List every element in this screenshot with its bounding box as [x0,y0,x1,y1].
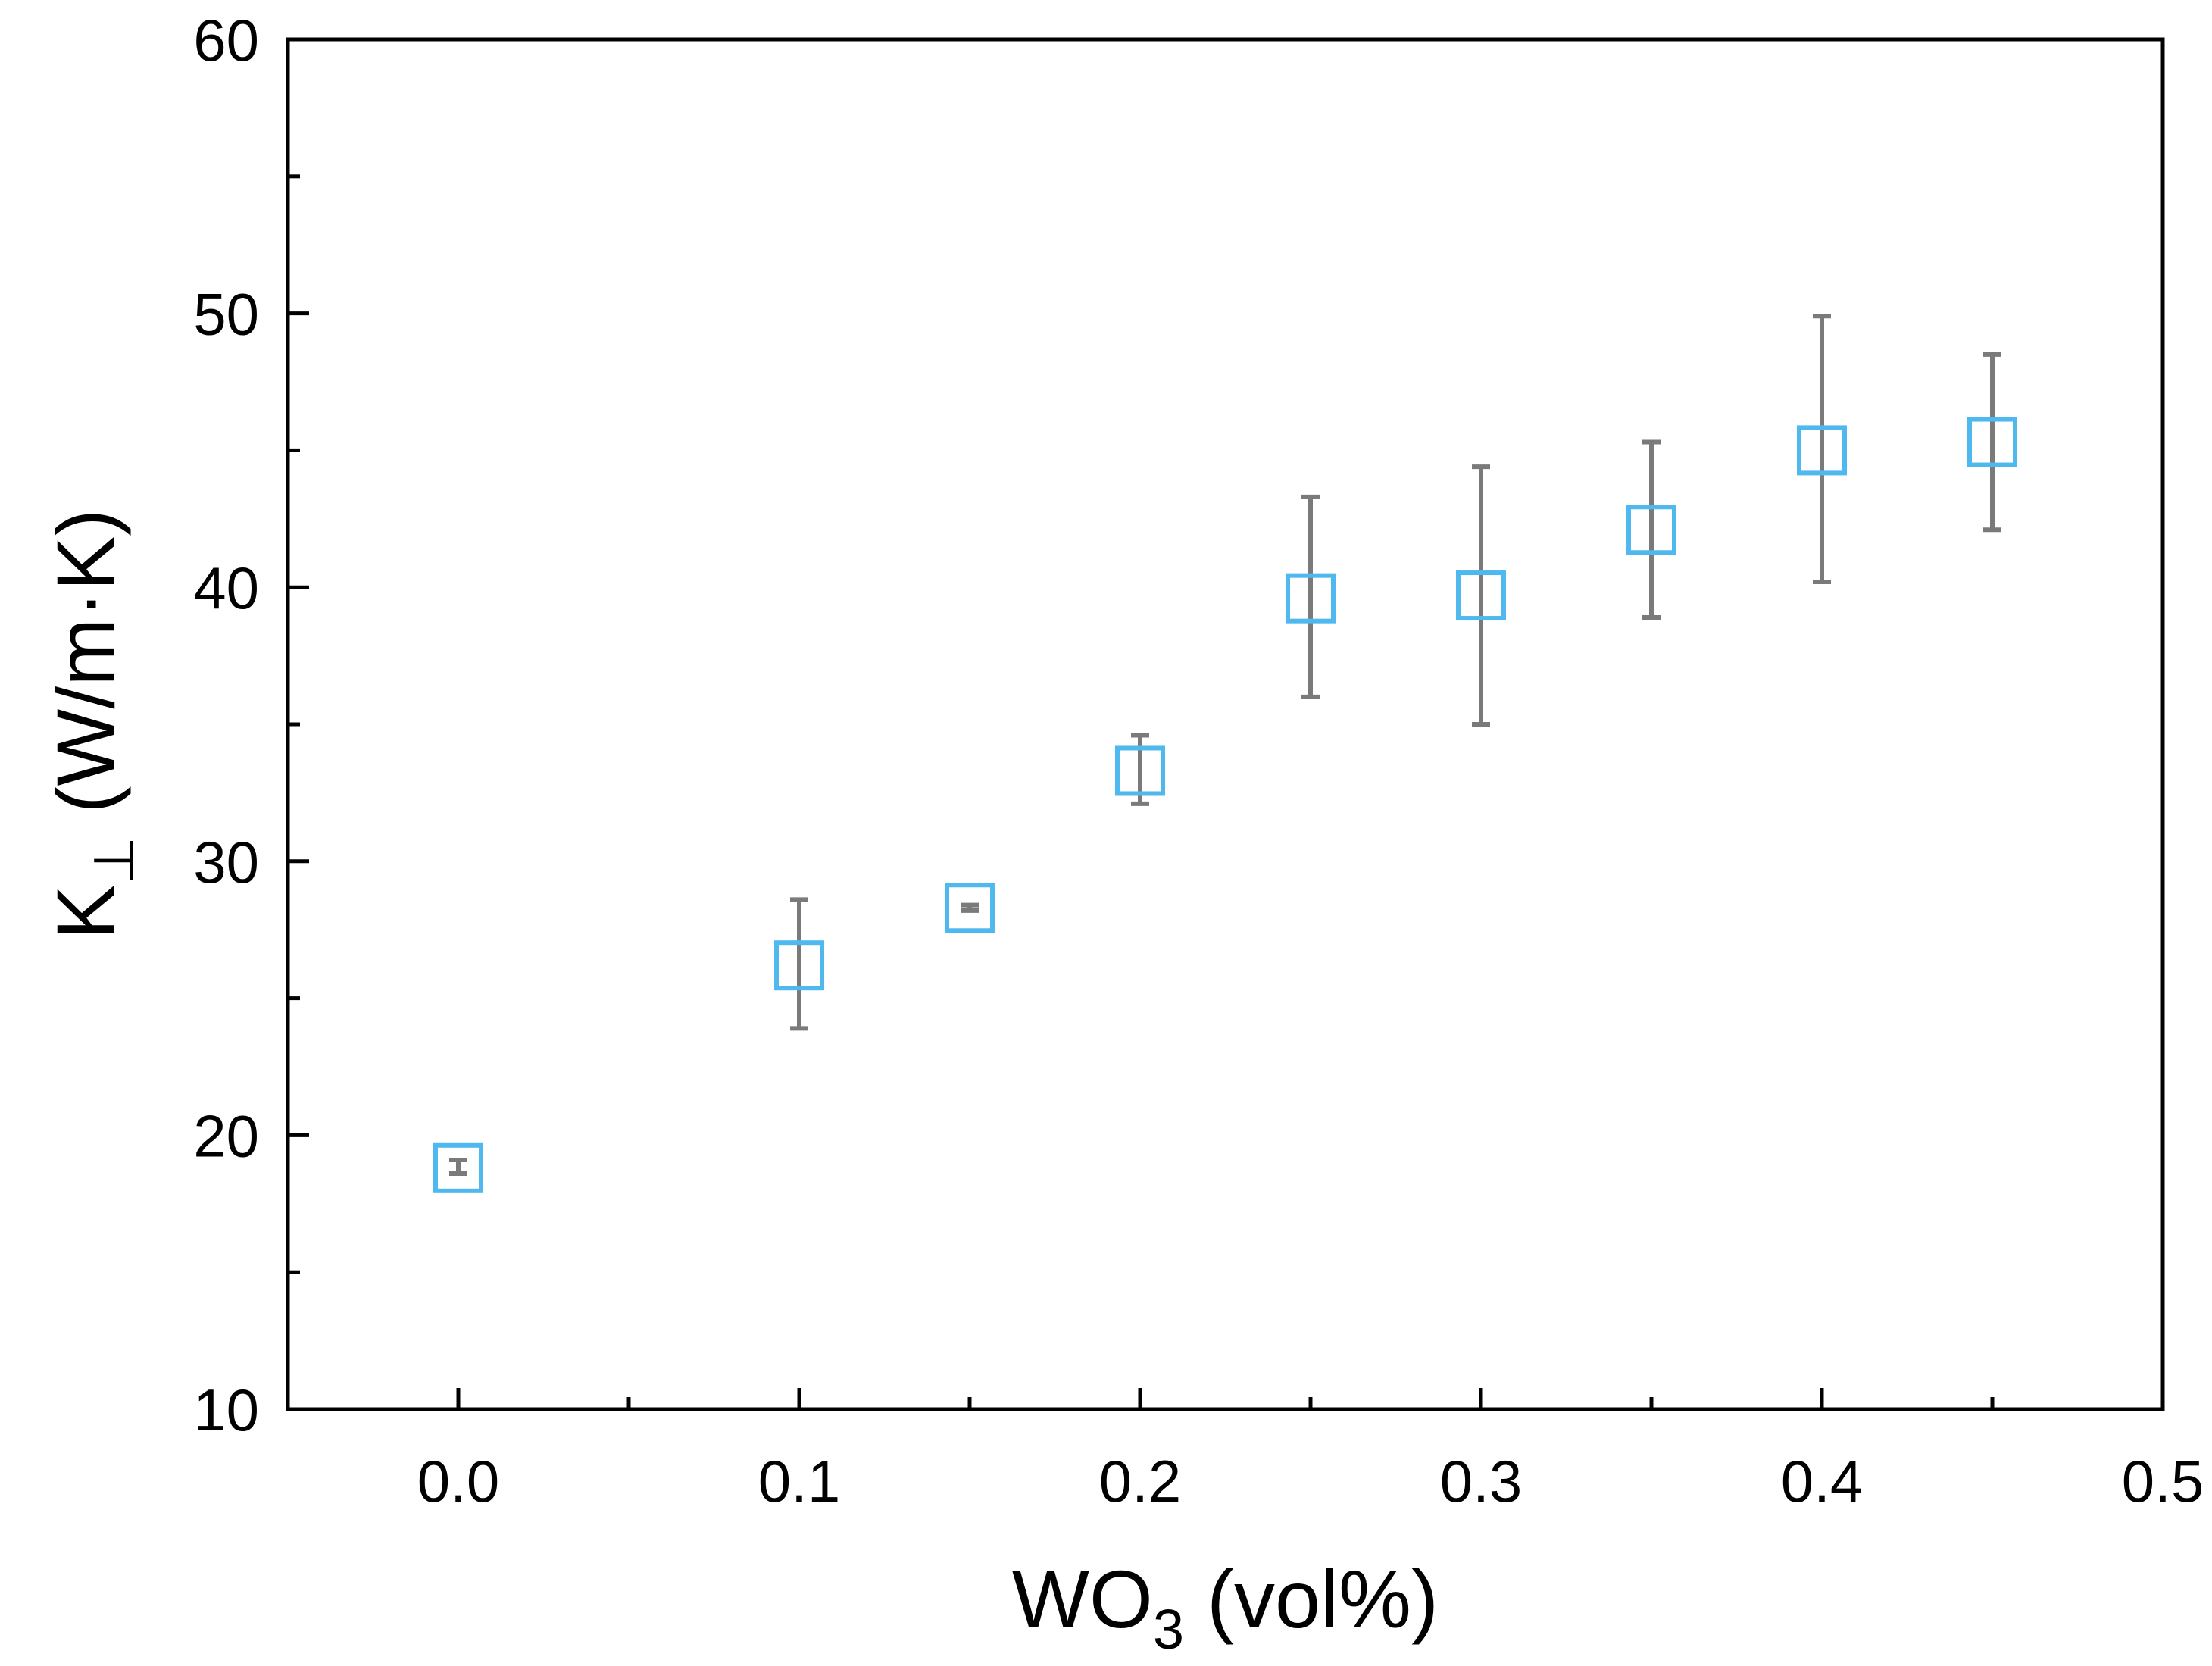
data-point-marker [774,940,824,991]
x-tick-label: 0.5 [2122,1448,2204,1514]
x-tick-label: 0.1 [758,1448,840,1514]
data-markers [433,417,2017,1193]
data-point-marker [433,1142,483,1193]
x-tick-label: 0.2 [1099,1448,1181,1514]
y-tick-label: 60 [193,7,259,73]
data-point-marker [945,883,995,933]
data-point-marker [1456,570,1506,621]
y-tick-label: 30 [193,829,259,896]
y-tick-label: 50 [193,281,259,348]
y-tick-label: 20 [193,1102,259,1169]
y-tick-label: 40 [193,555,259,621]
y-tick-label: 10 [193,1377,259,1443]
data-point-marker [1967,417,2017,467]
data-point-marker [1115,745,1165,796]
x-tick-label: 0.4 [1781,1448,1863,1514]
data-point-marker [1286,573,1336,624]
data-point-marker [1797,425,1847,476]
plot-frame [286,37,2165,1411]
x-axis-title: WO3 (vol%) [1012,1553,1439,1661]
data-point-marker [1626,505,1676,555]
x-tick-label: 0.3 [1440,1448,1522,1514]
x-tick-label: 0.0 [417,1448,499,1514]
axis-ticks: 0.0 0.1 0.2 0.3 0.4 0.5 10 20 30 40 50 60 [193,7,2204,1514]
error-bars [449,314,2001,1177]
y-axis-title: K⊥ (W/m·K) [39,509,145,939]
